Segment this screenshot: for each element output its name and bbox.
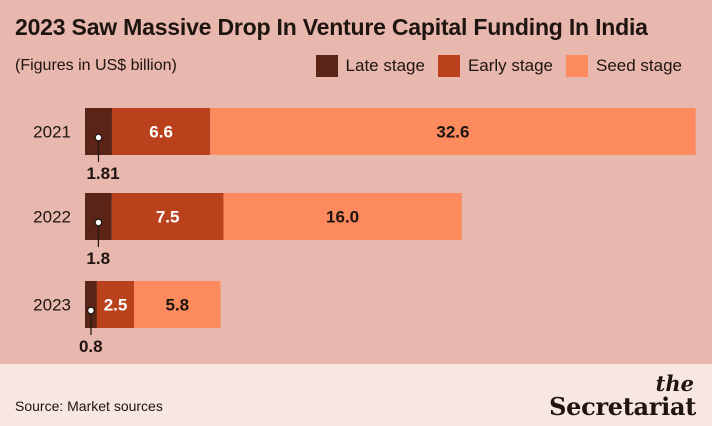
legend-swatch-early bbox=[437, 55, 460, 77]
bar-early-2022 bbox=[111, 193, 224, 240]
legend-item-late: Late stage bbox=[315, 55, 425, 77]
callout-dot-late-2022 bbox=[94, 218, 103, 227]
data-label-early-2022: 7.5 bbox=[156, 208, 180, 227]
callout-dot-late-2021 bbox=[94, 133, 103, 142]
bar-early-2021 bbox=[111, 108, 211, 155]
category-label-2023: 2023 bbox=[33, 296, 71, 315]
chart-subtitle: (Figures in US$ billion) bbox=[15, 57, 177, 74]
data-label-seed-2023: 5.8 bbox=[165, 296, 189, 315]
legend-label-late: Late stage bbox=[345, 56, 425, 75]
legend-swatch-seed bbox=[565, 55, 588, 77]
bar-seed-2023 bbox=[134, 281, 221, 328]
legend-label-seed: Seed stage bbox=[595, 56, 682, 75]
legend-swatch-late bbox=[315, 55, 338, 77]
bar-seed-2022 bbox=[223, 193, 462, 240]
bar-chart: 2021 1.81 6.6 32.6 2022 1.8 7.5 16.0 2023 0.8 2.5 5… bbox=[33, 108, 696, 356]
data-label-early-2021: 6.6 bbox=[149, 123, 173, 142]
publisher-logo: the Secretariat bbox=[549, 373, 696, 420]
category-label-2022: 2022 bbox=[33, 208, 71, 227]
legend: Late stage Early stage Seed stage bbox=[303, 55, 682, 77]
logo-the: the bbox=[655, 371, 694, 396]
bar-late-2023 bbox=[85, 281, 97, 328]
data-label-late-2021: 1.81 bbox=[86, 164, 119, 183]
data-label-late-2022: 1.8 bbox=[86, 249, 110, 268]
logo-name: Secretariat bbox=[549, 392, 696, 421]
callout-dot-late-2023 bbox=[87, 306, 95, 315]
bar-seed-2021 bbox=[210, 108, 696, 155]
data-label-seed-2021: 32.6 bbox=[436, 123, 469, 142]
legend-item-seed: Seed stage bbox=[565, 55, 682, 77]
category-label-2021: 2021 bbox=[33, 123, 71, 142]
legend-item-early: Early stage bbox=[437, 55, 553, 77]
legend-label-early: Early stage bbox=[467, 56, 553, 75]
data-label-late-2023: 0.8 bbox=[79, 337, 103, 356]
data-label-seed-2022: 16.0 bbox=[326, 208, 359, 227]
data-label-early-2023: 2.5 bbox=[104, 296, 128, 315]
source-note: Source: Market sources bbox=[15, 398, 163, 414]
bar-early-2023 bbox=[96, 281, 135, 328]
chart-title: 2023 Saw Massive Drop In Venture Capital… bbox=[15, 14, 648, 40]
footer-band bbox=[0, 364, 712, 426]
